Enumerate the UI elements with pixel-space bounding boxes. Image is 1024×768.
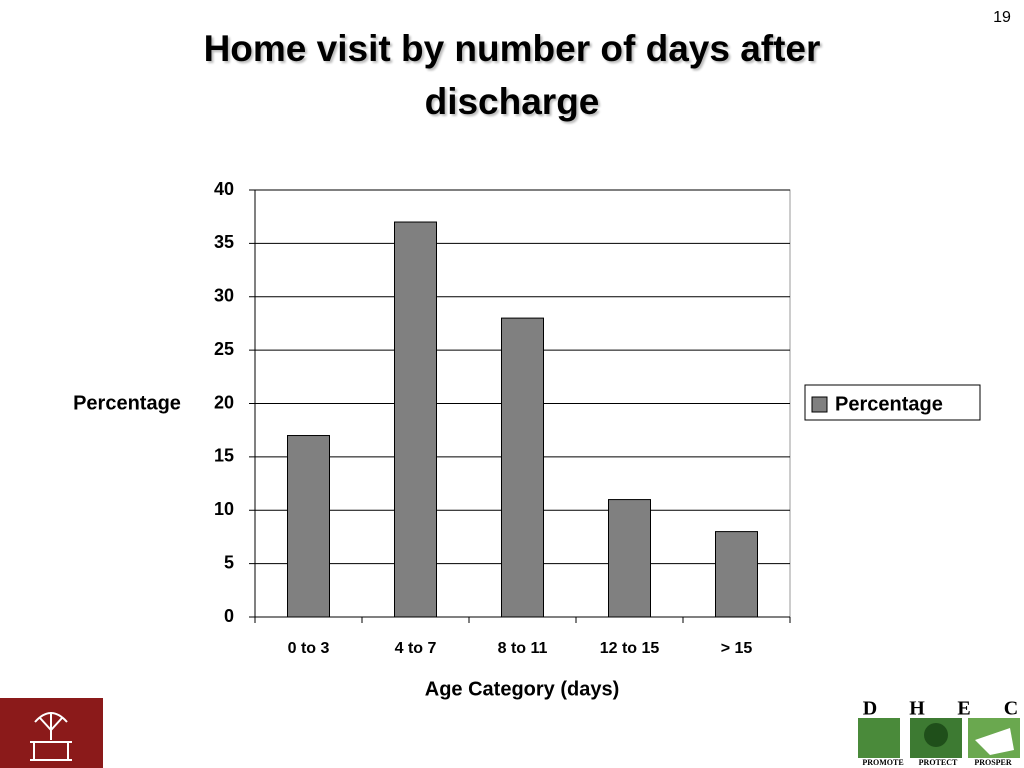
legend-label: Percentage [835,393,943,415]
logo-tree [924,723,948,747]
y-tick-label: 25 [214,339,234,359]
y-tick-label: 15 [214,446,234,466]
bar [501,317,544,618]
logo-letter: C [1004,698,1018,720]
legend-box [804,384,981,421]
bar [287,435,330,618]
logo-letter: E [957,698,970,720]
left-logo-emblem [30,712,72,761]
x-axis-label: Age Category (days) [425,678,620,700]
bar [608,499,651,618]
y-tick-label: 5 [224,552,234,572]
slide-number: 19 [993,9,1011,26]
y-axis-label: Percentage [73,392,181,414]
chart-title: Home visit by number of days after disch… [203,28,821,122]
x-tick-label: 0 to 3 [288,640,330,657]
y-tick-label: 20 [214,392,234,412]
x-tick-label: 8 to 11 [498,640,548,657]
x-tick-label: > 15 [721,640,753,657]
logo-state [975,728,1014,755]
logo-tagline: PROMOTE [862,758,903,767]
logo-tagline: PROTECT [919,758,958,767]
bar [394,221,437,618]
logo-tagline: PROSPER [974,758,1012,767]
logo-panel [858,718,900,758]
y-tick-label: 0 [224,606,234,626]
y-tick-label: 35 [214,232,234,252]
logo-letter: D [863,698,877,720]
x-tick-label: 4 to 7 [395,640,437,657]
y-tick-label: 10 [214,499,234,519]
legend-swatch [811,396,828,413]
y-tick-label: 40 [214,179,234,199]
y-tick-label: 30 [214,286,234,306]
bar [715,531,758,618]
x-tick-label: 12 to 15 [600,640,660,657]
logo-letter: H [909,698,925,720]
